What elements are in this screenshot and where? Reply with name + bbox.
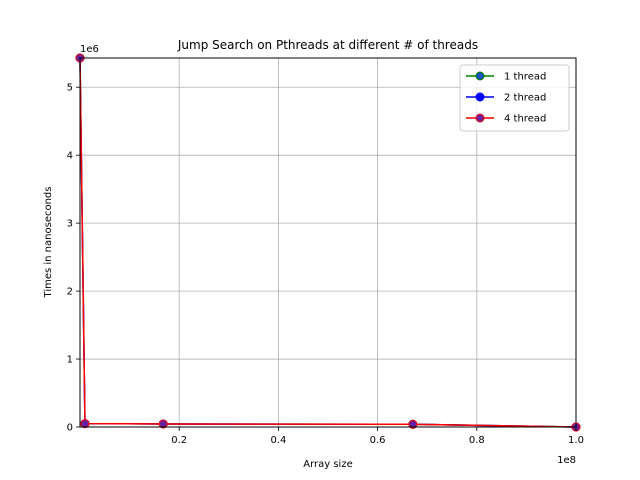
x-tick-label: 0.8 [469,435,485,446]
y-tick-label: 3 [67,219,73,230]
series-layer [75,53,581,432]
legend-marker [475,113,485,123]
x-axis-title: Array size [303,459,353,470]
data-point [158,419,168,429]
y-tick-label: 4 [67,151,73,162]
y-tick-label: 5 [67,83,73,94]
x-axis: 0.2 0.4 0.6 0.8 1.0 [171,427,584,446]
y-axis-title: Times in nanoseconds [43,187,54,299]
data-point [408,419,418,429]
series-3 [75,53,581,432]
y-tick-label: 0 [67,423,73,434]
legend-marker [475,71,485,81]
legend-label: 1 thread [504,72,546,83]
x-tick-label: 0.6 [370,435,386,446]
x-offset-label: 1e8 [557,455,576,466]
legend-marker [475,92,485,102]
legend: 1 thread 2 thread 4 thread [459,64,570,132]
legend-entry: 4 thread [466,113,546,125]
y-axis: 0 1 2 3 4 5 [67,83,80,434]
legend-entry: 1 thread [466,71,546,83]
legend-label: 4 thread [504,114,546,125]
x-tick-label: 0.2 [171,435,187,446]
data-point [80,419,90,429]
x-tick-label: 1.0 [568,435,584,446]
chart-title: Jump Search on Pthreads at different # o… [177,38,478,52]
legend-box [459,64,570,132]
legend-entry: 2 thread [466,92,546,104]
x-tick-label: 0.4 [270,435,286,446]
y-tick-label: 1 [67,355,73,366]
plot-frame [79,57,577,428]
y-tick-label: 2 [67,287,73,298]
legend-label: 2 thread [504,93,546,104]
y-offset-label: 1e6 [80,44,99,55]
